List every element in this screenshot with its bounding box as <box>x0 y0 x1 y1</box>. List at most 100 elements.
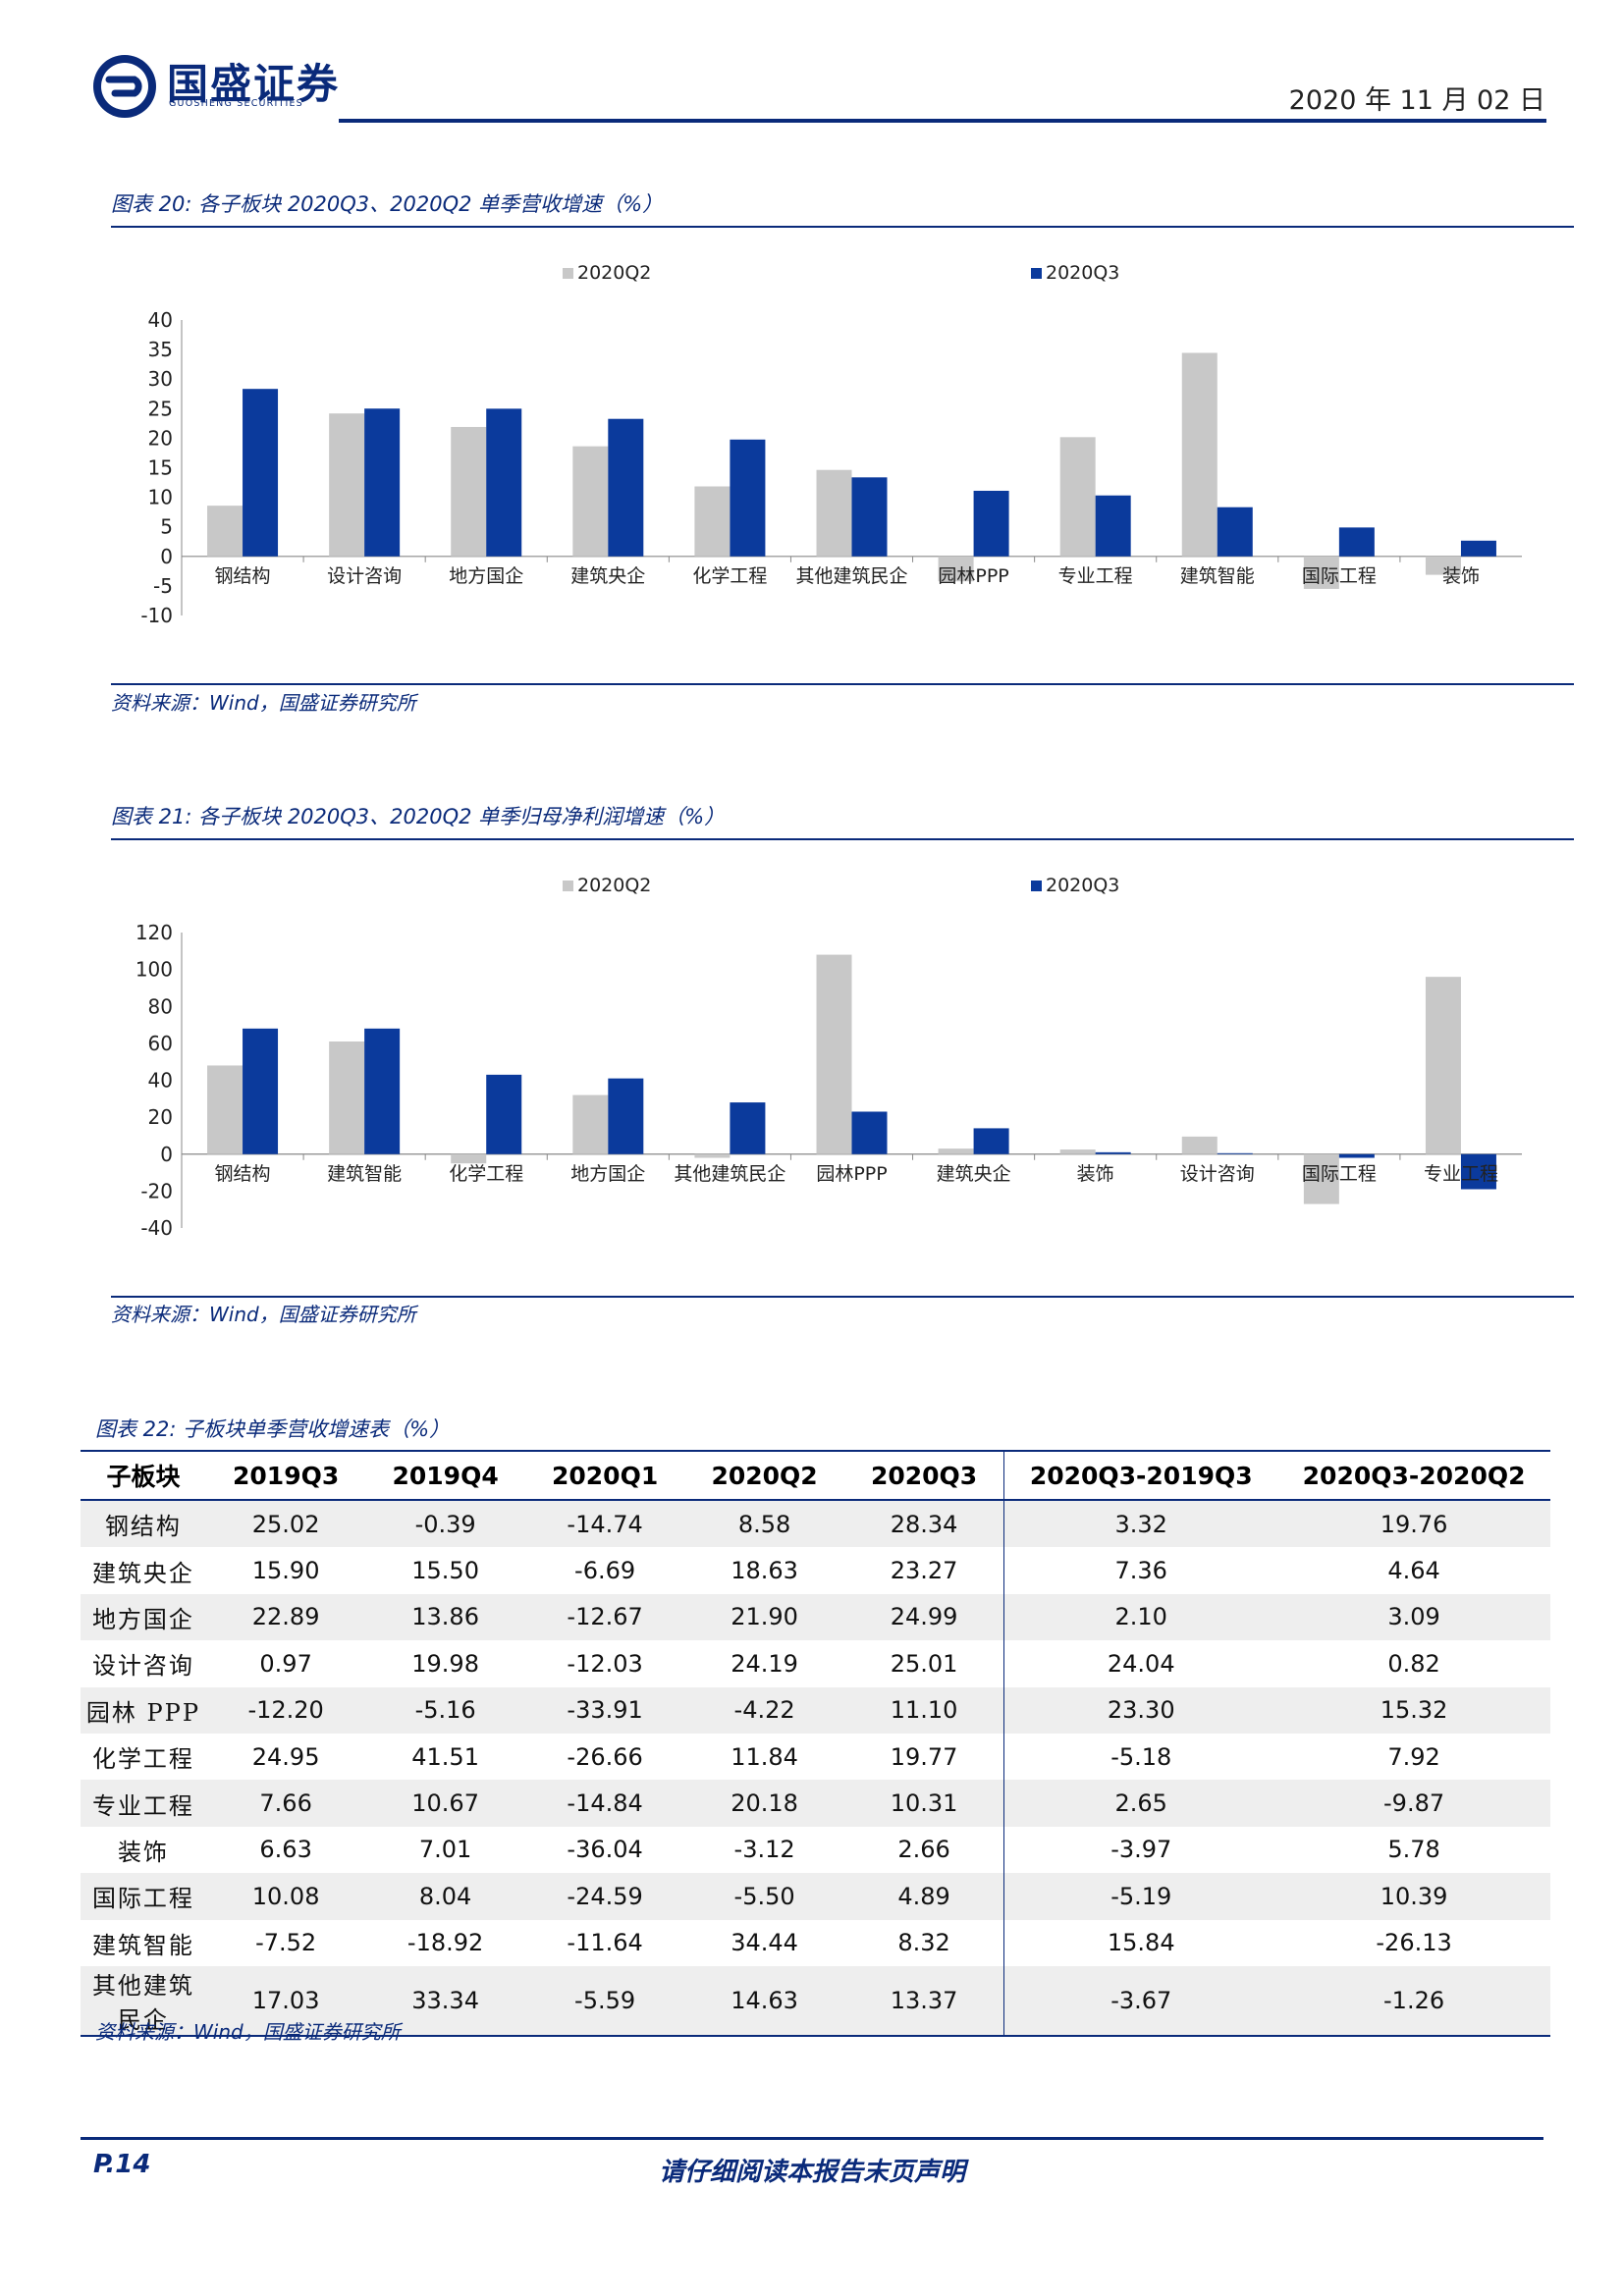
x-category-label: 其他建筑民企 <box>795 565 907 587</box>
bar-2020Q2 <box>694 1153 731 1158</box>
x-category-label: 设计咨询 <box>327 565 402 587</box>
bar-2020Q2 <box>1303 1153 1339 1204</box>
table-cell: 23.30 <box>1003 1686 1278 1734</box>
bar-2020Q3 <box>1338 1153 1375 1158</box>
table-row: 建筑智能 -7.52 -18.92 -11.64 34.44 8.32 15.84 -26.1… <box>81 1919 1550 1966</box>
table-cell: -11.64 <box>567 1929 643 1957</box>
figure-20-bottom-rule <box>111 683 1574 685</box>
table-cell: -5.59 <box>524 1965 685 2037</box>
figure-21-chart: 2020Q2 2020Q3 120 100 80 60 40 20 0 -20 -40 钢结构 建筑智能… <box>135 875 1522 1240</box>
x-category-label: 建筑央企 <box>937 1163 1011 1185</box>
table-row: 国际工程 10.08 8.04 -24.59 -5.50 4.89 -5.19 10.39 <box>81 1873 1550 1920</box>
table-cell: -12.67 <box>524 1593 685 1641</box>
bar-2020Q2 <box>1181 1136 1218 1154</box>
table-row-label: 其他建筑民企 <box>81 1965 206 2037</box>
table-cell: 25.01 <box>890 1649 958 1678</box>
table-row-label: 园林 PPP <box>81 1686 206 1734</box>
bar-2020Q3 <box>973 490 1009 557</box>
y-tick-label: 60 <box>148 1032 173 1055</box>
table-cell: 14.63 <box>684 1965 844 2037</box>
table-header-cell: 2020Q3-2020Q2 <box>1277 1450 1550 1501</box>
table-row-label: 专业工程 <box>81 1780 206 1827</box>
bar-2020Q3 <box>486 1074 522 1154</box>
bar-2020Q3 <box>1217 507 1253 557</box>
footer-divider <box>81 2137 1543 2140</box>
x-category-label: 建筑央企 <box>570 565 645 587</box>
table-header-cell: 2020Q2 <box>684 1450 844 1501</box>
legend-label: 2020Q2 <box>577 262 651 284</box>
bar-2020Q3 <box>973 1128 1009 1154</box>
table-row-label: 国际工程 <box>81 1873 206 1920</box>
table-cell: -18.92 <box>406 1929 484 1957</box>
table-cell: 10.67 <box>365 1780 525 1827</box>
bar-2020Q2 <box>1181 352 1218 557</box>
bar-2020Q2 <box>1303 556 1339 589</box>
y-tick-label: 10 <box>148 486 173 509</box>
table-cell: 18.63 <box>731 1557 798 1585</box>
figure-21-title: 图表 21: 各子板块 2020Q3、2020Q2 单季归母净利润增速（%） <box>111 805 726 828</box>
table-cell: 3.09 <box>1277 1593 1550 1641</box>
table-header-cell: 2019Q3 <box>205 1450 366 1501</box>
table-row: 其他建筑民企 17.03 33.34 -5.59 14.63 13.37 -3.67 -1.2… <box>81 1965 1550 2037</box>
table-cell: 15.84 <box>1003 1919 1278 1966</box>
bar-2020Q2 <box>816 469 852 557</box>
table-cell: 13.37 <box>843 1965 1004 2037</box>
table-cell: -4.22 <box>684 1686 844 1734</box>
table-cell: -9.87 <box>1277 1780 1550 1827</box>
bar-2020Q2 <box>816 954 852 1154</box>
legend-label: 2020Q3 <box>1046 875 1119 896</box>
y-tick-label: -40 <box>140 1216 173 1240</box>
disclaimer: 请仔细阅读本报告末页声明 <box>658 2158 965 2187</box>
y-tick-label: 100 <box>135 958 173 982</box>
y-tick-label: 30 <box>148 367 173 391</box>
table-cell: 19.77 <box>890 1742 958 1771</box>
x-category-label: 装饰 <box>1077 1163 1114 1185</box>
bar-2020Q2 <box>572 1095 609 1154</box>
y-tick-label: -5 <box>153 574 173 598</box>
bar-2020Q3 <box>1095 1151 1131 1154</box>
table-cell: 24.04 <box>1003 1640 1278 1687</box>
x-category-label: 国际工程 <box>1302 1163 1377 1185</box>
legend-swatch <box>1031 268 1042 279</box>
x-category-label: 设计咨询 <box>1180 1163 1255 1185</box>
table-cell: 7.36 <box>1003 1547 1278 1594</box>
table-cell: 13.86 <box>365 1593 525 1641</box>
figure-20-source: 资料来源：Wind，国盛证券研究所 <box>111 691 416 715</box>
revenue-growth-table: 子板块 2019Q3 2019Q4 2020Q1 2020Q2 2020Q3 2… <box>81 1450 1550 2037</box>
x-category-label: 建筑智能 <box>327 1163 402 1185</box>
table-cell: 2.66 <box>897 1836 950 1864</box>
table-cell: 25.02 <box>205 1500 366 1548</box>
y-tick-label: 0 <box>160 545 173 568</box>
y-tick-label: -10 <box>140 604 173 627</box>
table-cell: 0.82 <box>1387 1649 1440 1678</box>
table-cell: 19.76 <box>1277 1500 1550 1548</box>
y-tick-label: 5 <box>160 515 173 539</box>
table-cell: -14.84 <box>524 1780 685 1827</box>
table-row-label: 化学工程 <box>91 1745 194 1774</box>
x-category-label: 装饰 <box>1442 565 1480 587</box>
x-category-label: 园林PPP <box>938 565 1008 587</box>
y-tick-label: 35 <box>148 338 173 361</box>
table-cell: -12.20 <box>205 1686 366 1734</box>
figure-21-top-rule <box>111 838 1574 840</box>
table-cell: 0.97 <box>259 1649 312 1678</box>
table-cell: -5.18 <box>1003 1733 1278 1781</box>
x-category-label: 园林PPP <box>816 1163 887 1185</box>
table-row: 装饰 6.63 7.01 -36.04 -3.12 2.66 -3.97 5.78 <box>81 1826 1550 1874</box>
x-category-label: 化学工程 <box>449 1163 523 1185</box>
x-category-label: 地方国企 <box>449 565 523 587</box>
table-cell: -14.74 <box>524 1500 685 1548</box>
table-cell: -26.66 <box>567 1742 643 1771</box>
legend-swatch <box>563 881 573 891</box>
table-cell: 24.99 <box>843 1593 1004 1641</box>
table-cell: -5.16 <box>365 1686 525 1734</box>
table-cell: 33.34 <box>365 1965 525 2037</box>
bar-2020Q3 <box>851 477 888 557</box>
table-cell: 21.90 <box>684 1593 844 1641</box>
table-header-cell: 2020Q3 <box>843 1450 1004 1501</box>
table-row: 专业工程 7.66 10.67 -14.84 20.18 10.31 2.65 -9.87 <box>81 1780 1550 1827</box>
table-cell: 17.03 <box>205 1965 366 2037</box>
table-cell: 23.27 <box>890 1557 958 1585</box>
legend-swatch <box>563 268 573 279</box>
table-cell: 10.08 <box>205 1873 366 1920</box>
